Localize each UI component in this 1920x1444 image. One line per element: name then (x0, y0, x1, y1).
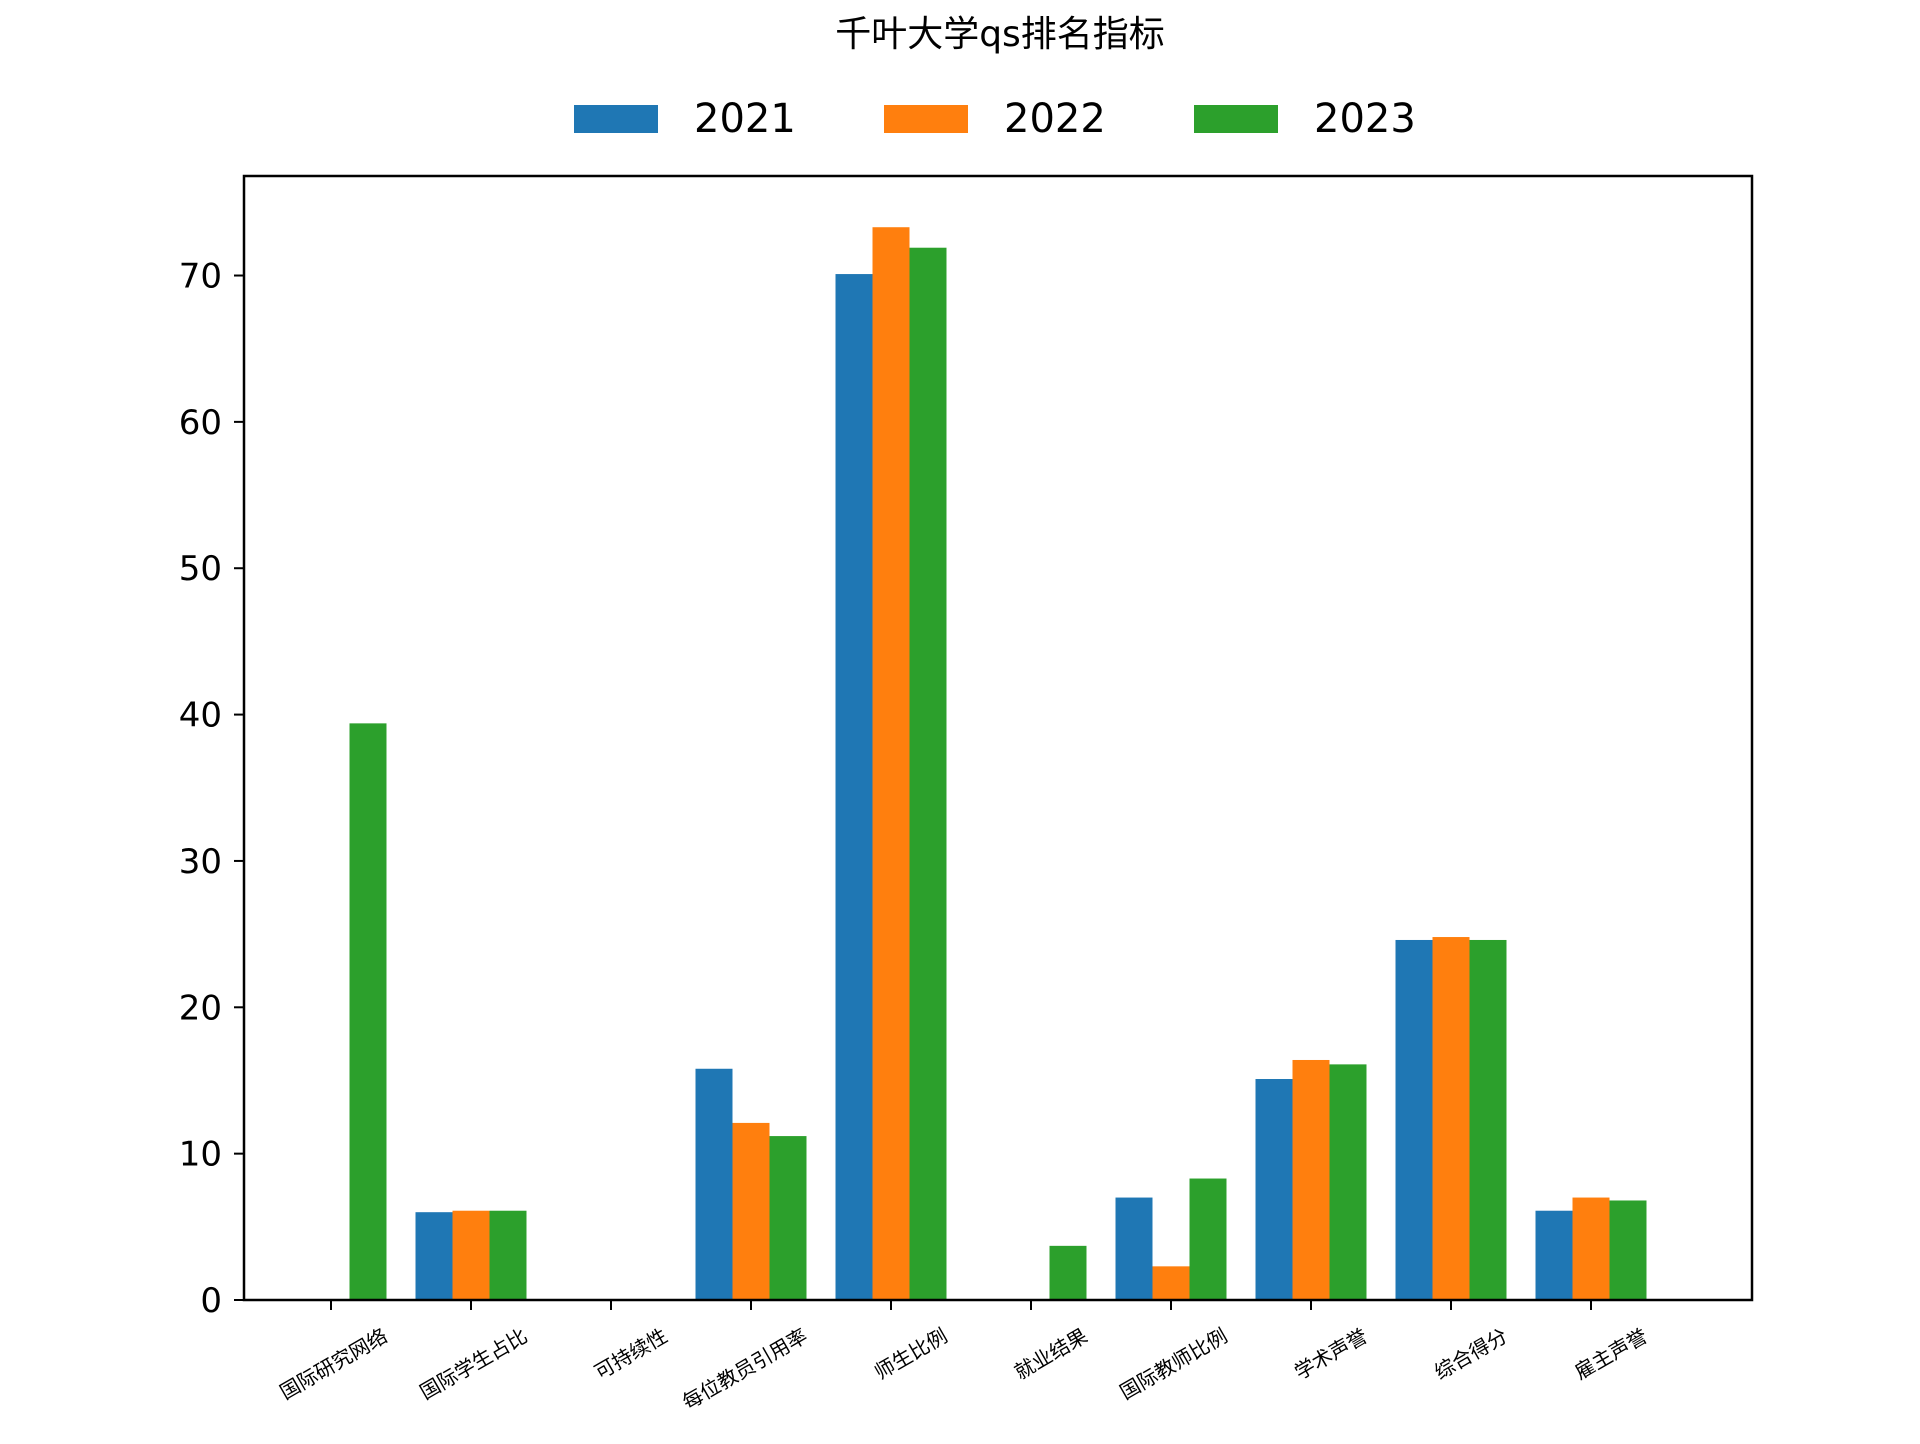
bar-2021-8 (1395, 939, 1433, 1300)
bar-2023-7 (1329, 1064, 1367, 1300)
bar-2022-8 (1432, 937, 1470, 1300)
x-tick-label: 学术声誉 (1290, 1324, 1371, 1385)
bar-2022-4 (872, 227, 910, 1301)
y-axis: 0 10 20 30 40 50 60 70 (179, 257, 244, 1321)
y-tick-label: 30 (179, 842, 222, 882)
bar-2021-3 (695, 1068, 733, 1300)
y-tick-label: 10 (179, 1135, 222, 1175)
bar-2022-3 (732, 1122, 770, 1300)
bar-2022-9 (1572, 1197, 1610, 1300)
x-tick-label: 可持续性 (590, 1324, 671, 1385)
legend-label-2022: 2022 (1004, 96, 1106, 142)
legend-swatch-2022 (884, 105, 968, 133)
bar-2023-5 (1049, 1245, 1087, 1300)
bar-2021-1 (415, 1212, 453, 1300)
legend: 2021 2022 2023 (574, 96, 1416, 142)
bar-2023-9 (1609, 1200, 1647, 1300)
legend-swatch-2021 (574, 105, 658, 133)
legend-swatch-2023 (1194, 105, 1278, 133)
bar-2021-7 (1255, 1079, 1293, 1300)
bar-2023-3 (769, 1136, 807, 1300)
y-tick-label: 20 (179, 988, 222, 1028)
bar-2023-0 (349, 723, 387, 1300)
x-axis: 国际研究网络 国际学生占比 可持续性 每位教员引用率 师生比例 就业结果 国际教师比例 学术声… (276, 1300, 1652, 1414)
x-tick-label: 师生比例 (870, 1324, 951, 1385)
legend-label-2023: 2023 (1314, 96, 1416, 142)
bar-2023-4 (909, 247, 947, 1301)
chart-title: 千叶大学qs排名指标 (835, 14, 1165, 55)
bar-2023-6 (1189, 1178, 1227, 1300)
bars-group (349, 227, 1647, 1301)
x-tick-label: 国际学生占比 (416, 1324, 532, 1405)
y-tick-label: 50 (179, 549, 222, 589)
bar-2023-1 (489, 1210, 527, 1300)
bar-2021-9 (1535, 1210, 1573, 1300)
x-tick-label: 就业结果 (1010, 1324, 1091, 1385)
bar-2021-4 (835, 274, 873, 1300)
plot-frame (242, 174, 1754, 1302)
y-tick-label: 0 (200, 1281, 222, 1321)
bar-2021-6 (1115, 1197, 1153, 1300)
y-tick-label: 40 (179, 696, 222, 736)
x-tick-label: 雇主声誉 (1570, 1324, 1651, 1385)
bar-2022-6 (1152, 1266, 1190, 1300)
bar-2022-1 (452, 1210, 490, 1300)
y-tick-label: 60 (179, 403, 222, 443)
x-tick-label: 每位教员引用率 (678, 1324, 811, 1415)
bar-2023-8 (1469, 939, 1507, 1300)
x-tick-label: 综合得分 (1430, 1324, 1511, 1385)
x-tick-label: 国际研究网络 (276, 1324, 392, 1405)
y-tick-label: 70 (179, 257, 222, 297)
legend-label-2021: 2021 (694, 96, 796, 142)
bar-2022-7 (1292, 1059, 1330, 1300)
x-tick-label: 国际教师比例 (1116, 1324, 1232, 1405)
